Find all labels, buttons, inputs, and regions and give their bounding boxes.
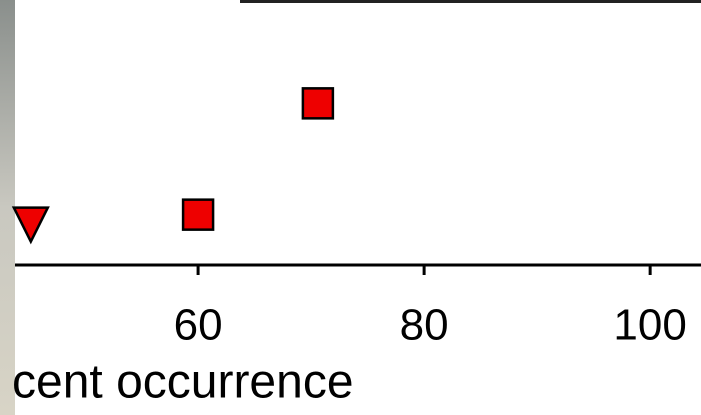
top-bar <box>240 0 701 3</box>
x-tick-label: 60 <box>174 301 223 350</box>
triangle-marker <box>14 208 48 242</box>
chart: cent occurrence 60 80 100 <box>0 0 701 415</box>
x-tick-label: 80 <box>400 301 449 350</box>
square-marker <box>303 88 333 118</box>
x-axis-label: cent occurrence <box>12 356 354 409</box>
page: cent occurrence 6080100 (() => { const d… <box>0 0 701 415</box>
square-marker <box>183 200 213 230</box>
x-tick-label: 100 <box>613 301 686 350</box>
